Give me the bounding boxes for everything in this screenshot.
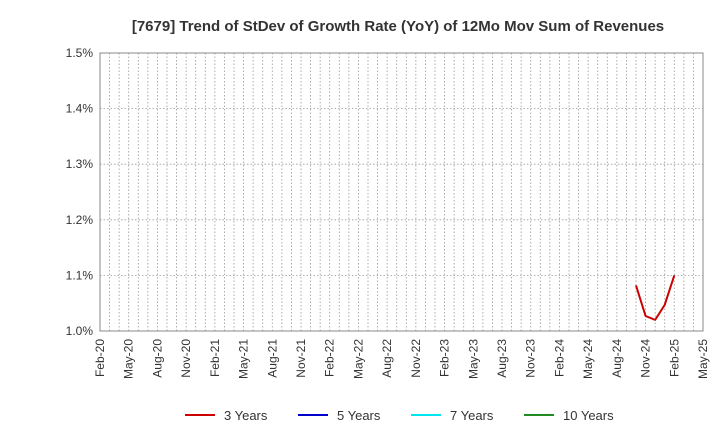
series-lines: [635, 275, 676, 321]
legend-label-7-years: 7 Years: [450, 408, 494, 423]
x-tick-label: May-20: [122, 339, 136, 379]
chart-title: [7679] Trend of StDev of Growth Rate (Yo…: [132, 18, 664, 35]
y-tick-label: 1.0%: [66, 324, 94, 338]
y-tick-label: 1.1%: [66, 268, 94, 282]
x-tick-label: Aug-23: [495, 339, 509, 378]
y-tick-label: 1.2%: [66, 213, 94, 227]
x-tick-label: Feb-21: [208, 339, 222, 377]
x-tick-label: May-24: [581, 339, 595, 379]
x-tick-label: Nov-22: [409, 339, 423, 378]
y-tick-label: 1.3%: [66, 157, 94, 171]
x-tick-label: Aug-24: [610, 339, 624, 378]
x-tick-label: Feb-22: [323, 339, 337, 377]
x-tick-label: Feb-23: [438, 339, 452, 377]
legend-label-10-years: 10 Years: [563, 408, 614, 423]
x-tick-label: Feb-25: [667, 339, 681, 377]
x-tick-label: Aug-21: [265, 339, 279, 378]
x-tick-label: Aug-22: [380, 339, 394, 378]
grid: [100, 53, 703, 331]
x-axis: Feb-20 May-20 Aug-20 Nov-20 Feb-21 May-21 Aug-…: [93, 339, 710, 379]
y-axis: 1.0% 1.1% 1.2% 1.3% 1.4% 1.5%: [66, 46, 94, 338]
legend: 3 Years 5 Years 7 Years 10 Years: [185, 408, 614, 423]
x-tick-label: May-21: [237, 339, 251, 379]
legend-label-3-years: 3 Years: [224, 408, 268, 423]
x-tick-label: May-23: [466, 339, 480, 379]
x-tick-label: May-25: [696, 339, 710, 379]
x-tick-label: Nov-21: [294, 339, 308, 378]
x-tick-label: Nov-20: [179, 339, 193, 378]
series-line-3-years: [635, 275, 676, 321]
y-tick-label: 1.5%: [66, 46, 94, 60]
x-tick-label: Feb-24: [552, 339, 566, 377]
y-tick-label: 1.4%: [66, 102, 94, 116]
x-tick-label: May-22: [351, 339, 365, 379]
x-tick-label: Nov-24: [639, 339, 653, 378]
legend-label-5-years: 5 Years: [337, 408, 381, 423]
x-tick-label: Feb-20: [93, 339, 107, 377]
x-tick-label: Nov-23: [524, 339, 538, 378]
x-tick-label: Aug-20: [150, 339, 164, 378]
plot-area: [99, 52, 704, 332]
